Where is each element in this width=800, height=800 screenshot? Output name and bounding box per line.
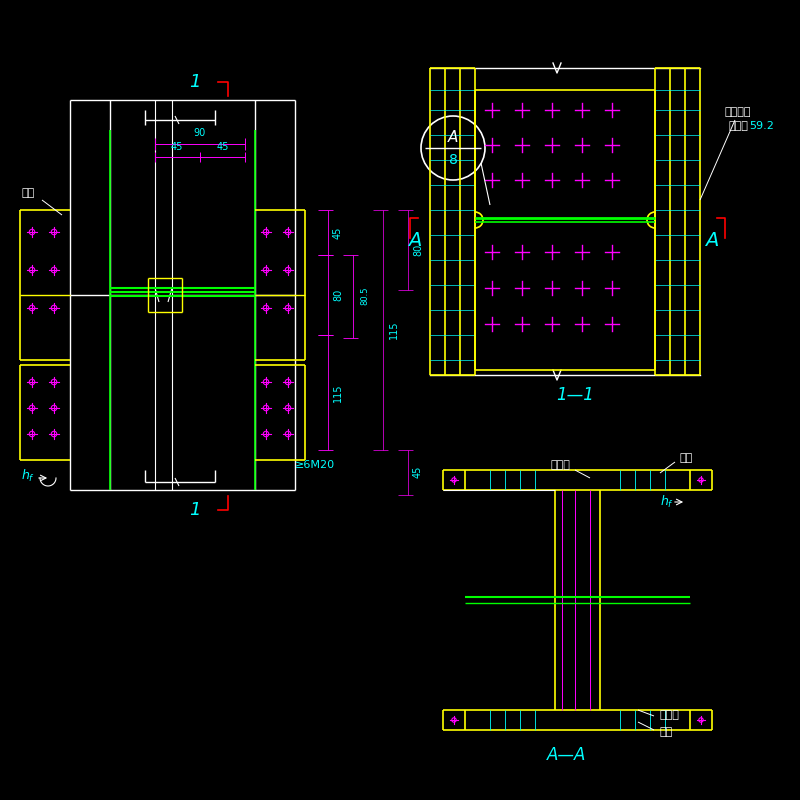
Text: A: A: [706, 230, 718, 250]
Text: 参见表: 参见表: [728, 121, 748, 131]
Text: 1—1: 1—1: [556, 386, 594, 404]
Text: 耳板: 耳板: [680, 453, 694, 463]
Text: 80: 80: [333, 289, 343, 301]
Text: 45: 45: [413, 466, 423, 478]
Text: 1: 1: [190, 73, 201, 91]
Text: 耳板: 耳板: [22, 188, 34, 198]
Text: 耳板: 耳板: [660, 727, 674, 737]
Text: 115: 115: [389, 321, 399, 339]
Text: $h_f$: $h_f$: [21, 468, 35, 484]
Text: ≥6M20: ≥6M20: [295, 460, 335, 470]
Text: 8: 8: [449, 153, 458, 167]
Text: 80: 80: [413, 244, 423, 256]
Text: 45: 45: [217, 142, 229, 152]
Text: 45: 45: [333, 227, 343, 239]
Text: 80.5: 80.5: [361, 286, 370, 306]
Text: 90: 90: [194, 128, 206, 138]
Text: 59.2: 59.2: [750, 121, 774, 131]
Text: $h_f$: $h_f$: [660, 494, 674, 510]
Text: 连接板: 连接板: [550, 460, 570, 470]
Text: 连接板: 连接板: [660, 710, 680, 720]
Text: 45: 45: [171, 142, 183, 152]
Text: 115: 115: [333, 384, 343, 402]
Text: A: A: [408, 230, 422, 250]
Text: A—A: A—A: [547, 746, 586, 764]
Text: A: A: [448, 130, 458, 146]
Text: 1: 1: [190, 501, 201, 519]
Text: 连接尺寸: 连接尺寸: [725, 107, 751, 117]
